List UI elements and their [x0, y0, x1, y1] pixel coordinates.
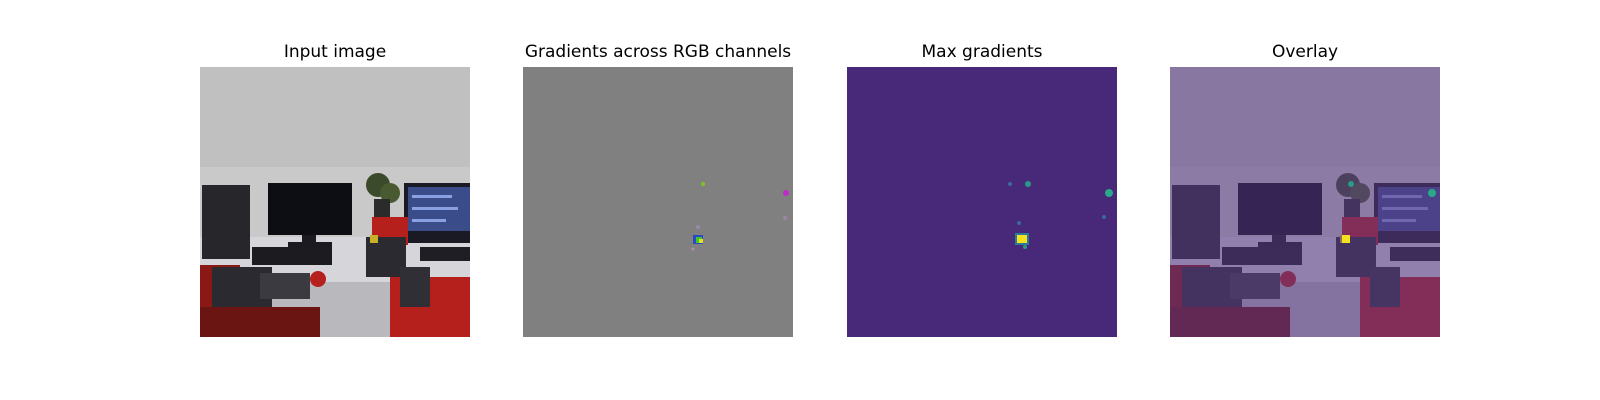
panel-title: Input image [283, 42, 387, 62]
panel-overlay: Overlay [1170, 38, 1440, 337]
panel-max-gradients: Max gradients [847, 38, 1117, 337]
overlay-image [1170, 67, 1440, 337]
panel-title: Gradients across RGB channels [524, 42, 792, 62]
input-image [200, 67, 470, 337]
panel-rgb-gradients: Gradients across RGB channels [523, 38, 793, 337]
panel-input-image: Input image [200, 38, 470, 337]
max-gradients-image [847, 67, 1117, 337]
panel-title: Overlay [1271, 42, 1339, 62]
panel-title: Max gradients [921, 42, 1043, 62]
rgb-gradients-image [523, 67, 793, 337]
